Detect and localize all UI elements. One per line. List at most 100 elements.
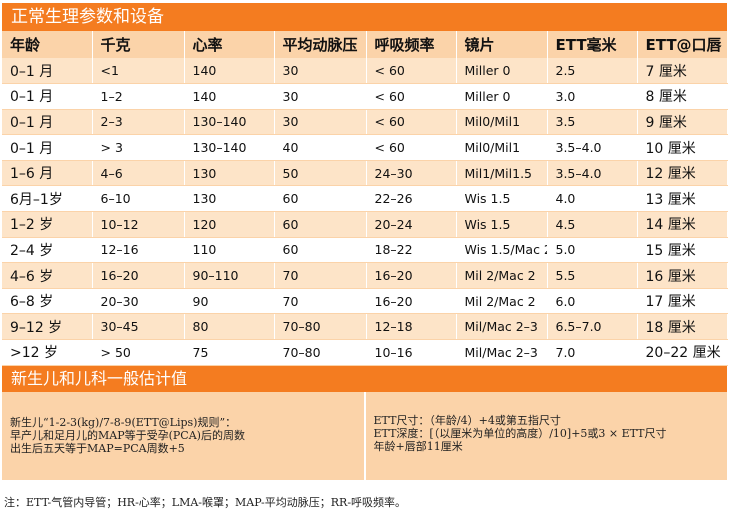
estimate-line: 新生儿“1-2-3(kg)/7-8-9(ETT@Lips)规则”： bbox=[10, 415, 237, 429]
cell-ett-depth: 18 厘米 bbox=[637, 313, 728, 341]
cell-ett-depth: 8 厘米 bbox=[637, 83, 728, 110]
cell-ett-depth: 7 厘米 bbox=[637, 58, 728, 85]
cell-ett-size: 4.5 bbox=[547, 211, 638, 238]
table-row: 1–2 岁 10–12 120 60 20–24 Wis 1.5 4.5 14 厘米 bbox=[2, 211, 728, 238]
cell-heart-rate: 110 bbox=[184, 237, 275, 264]
cell-resp-rate: < 60 bbox=[366, 109, 457, 136]
cell-heart-rate: 130–140 bbox=[184, 134, 275, 161]
cell-ett-size: 3.5 bbox=[547, 109, 638, 136]
cell-resp-rate: < 60 bbox=[366, 83, 457, 110]
cell-resp-rate: 22–26 bbox=[366, 185, 457, 213]
cell-map: 40 bbox=[274, 134, 367, 161]
cell-blade: Mil 2/Mac 2 bbox=[456, 262, 548, 289]
cell-resp-rate: 16–20 bbox=[366, 262, 457, 289]
cell-age: 1–2 岁 bbox=[2, 211, 93, 238]
cell-resp-rate: 12–18 bbox=[366, 313, 457, 341]
table-row: 1–6 月 4–6 130 50 24–30 Mil1/Mil1.5 3.5–4.0 12 厘… bbox=[2, 160, 728, 187]
cell-blade: Mil/Mac 2–3 bbox=[456, 313, 548, 341]
cell-weight: 6–10 bbox=[92, 185, 185, 213]
cell-heart-rate: 140 bbox=[184, 58, 275, 85]
header-map: 平均动脉压 bbox=[274, 31, 367, 58]
cell-resp-rate: 16–20 bbox=[366, 288, 457, 315]
cell-resp-rate: 18–22 bbox=[366, 237, 457, 264]
table-row: 0–1 月 1–2 140 30 < 60 Miller 0 3.0 8 厘米 bbox=[2, 83, 728, 110]
cell-age: 0–1 月 bbox=[2, 134, 93, 161]
cell-blade: Wis 1.5 bbox=[456, 211, 548, 238]
cell-map: 70–80 bbox=[274, 339, 367, 366]
cell-resp-rate: < 60 bbox=[366, 58, 457, 85]
cell-ett-size: 5.5 bbox=[547, 262, 638, 289]
cell-map: 70 bbox=[274, 262, 367, 289]
cell-heart-rate: 130–140 bbox=[184, 109, 275, 136]
estimate-line: 早产儿和足月儿的MAP等于受孕(PCA)后的周数 bbox=[10, 428, 245, 442]
estimates-right: ETT尺寸：（年龄/4）+4或第五指尺寸 ETT深度：[（以厘米为单位的高度）/… bbox=[363, 391, 728, 480]
estimates-panel: 新生儿“1-2-3(kg)/7-8-9(ETT@Lips)规则”： 早产儿和足月… bbox=[2, 391, 728, 480]
cell-age: 9–12 岁 bbox=[2, 313, 93, 341]
cell-weight: 16–20 bbox=[92, 262, 185, 289]
header-resp-rate: 呼吸频率 bbox=[366, 31, 457, 58]
cell-blade: Mil0/Mil1 bbox=[456, 109, 548, 136]
cell-heart-rate: 90–110 bbox=[184, 262, 275, 289]
cell-weight: > 3 bbox=[92, 134, 185, 161]
table-row: 6月–1岁 6–10 130 60 22–26 Wis 1.5 4.0 13 厘米 bbox=[2, 185, 728, 213]
cell-map: 30 bbox=[274, 58, 367, 85]
header-age: 年龄 bbox=[2, 31, 93, 58]
cell-ett-depth: 10 厘米 bbox=[637, 134, 728, 161]
cell-ett-depth: 9 厘米 bbox=[637, 109, 728, 136]
estimate-line: 出生后五天等于MAP=PCA周数+5 bbox=[10, 441, 185, 455]
cell-map: 60 bbox=[274, 211, 367, 238]
cell-ett-size: 3.5–4.0 bbox=[547, 134, 638, 161]
cell-heart-rate: 130 bbox=[184, 185, 275, 213]
cell-age: 0–1 月 bbox=[2, 109, 93, 136]
estimates-left: 新生儿“1-2-3(kg)/7-8-9(ETT@Lips)规则”： 早产儿和足月… bbox=[2, 392, 364, 480]
cell-blade: Wis 1.5/Mac 2 bbox=[456, 237, 548, 264]
cell-weight: <1 bbox=[92, 58, 185, 85]
cell-ett-depth: 13 厘米 bbox=[637, 185, 728, 213]
cell-ett-size: 3.0 bbox=[547, 83, 638, 110]
cell-weight: 20–30 bbox=[92, 288, 185, 315]
cell-ett-size: 2.5 bbox=[547, 58, 638, 85]
header-ett-depth: ETT@口唇 bbox=[637, 31, 728, 58]
cell-age: 6月–1岁 bbox=[2, 185, 93, 213]
cell-map: 60 bbox=[274, 185, 367, 213]
cell-heart-rate: 80 bbox=[184, 313, 275, 341]
cell-ett-depth: 14 厘米 bbox=[637, 211, 728, 238]
table-row: 0–1 月 > 3 130–140 40 < 60 Mil0/Mil1 3.5–4.0 10 … bbox=[2, 134, 728, 161]
cell-age: 1–6 月 bbox=[2, 160, 93, 187]
table-row: 2–4 岁 12–16 110 60 18–22 Wis 1.5/Mac 2 5.0 15 厘… bbox=[2, 237, 728, 264]
cell-blade: Mil 2/Mac 2 bbox=[456, 288, 548, 315]
cell-ett-size: 7.0 bbox=[547, 339, 638, 366]
cell-map: 30 bbox=[274, 109, 367, 136]
estimate-line: 年龄+唇部11厘米 bbox=[373, 439, 463, 453]
header-blade: 镜片 bbox=[456, 31, 548, 58]
cell-blade: Mil0/Mil1 bbox=[456, 134, 548, 161]
cell-ett-size: 6.0 bbox=[547, 288, 638, 315]
cell-map: 50 bbox=[274, 160, 367, 187]
cell-age: 0–1 月 bbox=[2, 58, 93, 85]
table-row: 9–12 岁 30–45 80 70–80 12–18 Mil/Mac 2–3 6.5–7.… bbox=[2, 313, 728, 341]
cell-resp-rate: 20–24 bbox=[366, 211, 457, 238]
cell-age: 4–6 岁 bbox=[2, 262, 93, 289]
cell-ett-depth: 17 厘米 bbox=[637, 288, 728, 315]
cell-blade: Mil1/Mil1.5 bbox=[456, 160, 548, 187]
cell-weight: 12–16 bbox=[92, 237, 185, 264]
vitals-equipment-table: 年龄 千克 心率 平均动脉压 呼吸频率 镜片 ETT毫米 ETT@口唇 0–1 … bbox=[2, 31, 728, 366]
cell-map: 30 bbox=[274, 83, 367, 110]
cell-heart-rate: 75 bbox=[184, 339, 275, 366]
cell-blade: Miller 0 bbox=[456, 58, 548, 85]
cell-blade: Wis 1.5 bbox=[456, 185, 548, 213]
table-title: 正常生理参数和设备 bbox=[2, 3, 727, 31]
cell-ett-depth: 16 厘米 bbox=[637, 262, 728, 289]
cell-heart-rate: 130 bbox=[184, 160, 275, 187]
cell-age: 2–4 岁 bbox=[2, 237, 93, 264]
reference-table-card: 正常生理参数和设备 年龄 千克 心率 平均动脉压 呼吸频率 镜片 ETT毫米 E… bbox=[2, 3, 728, 480]
table-row: 0–1 月 <1 140 30 < 60 Miller 0 2.5 7 厘米 bbox=[2, 58, 728, 85]
estimate-line: ETT尺寸：（年龄/4）+4或第五指尺寸 bbox=[373, 413, 561, 427]
cell-ett-depth: 20–22 厘米 bbox=[637, 339, 728, 366]
cell-age: 0–1 月 bbox=[2, 83, 93, 110]
cell-age: 6–8 岁 bbox=[2, 288, 93, 315]
cell-weight: 30–45 bbox=[92, 313, 185, 341]
table-header-row: 年龄 千克 心率 平均动脉压 呼吸频率 镜片 ETT毫米 ETT@口唇 bbox=[2, 31, 728, 58]
table-row: 6–8 岁 20–30 90 70 16–20 Mil 2/Mac 2 6.0 17 厘米 bbox=[2, 288, 728, 315]
cell-age: >12 岁 bbox=[2, 339, 93, 366]
